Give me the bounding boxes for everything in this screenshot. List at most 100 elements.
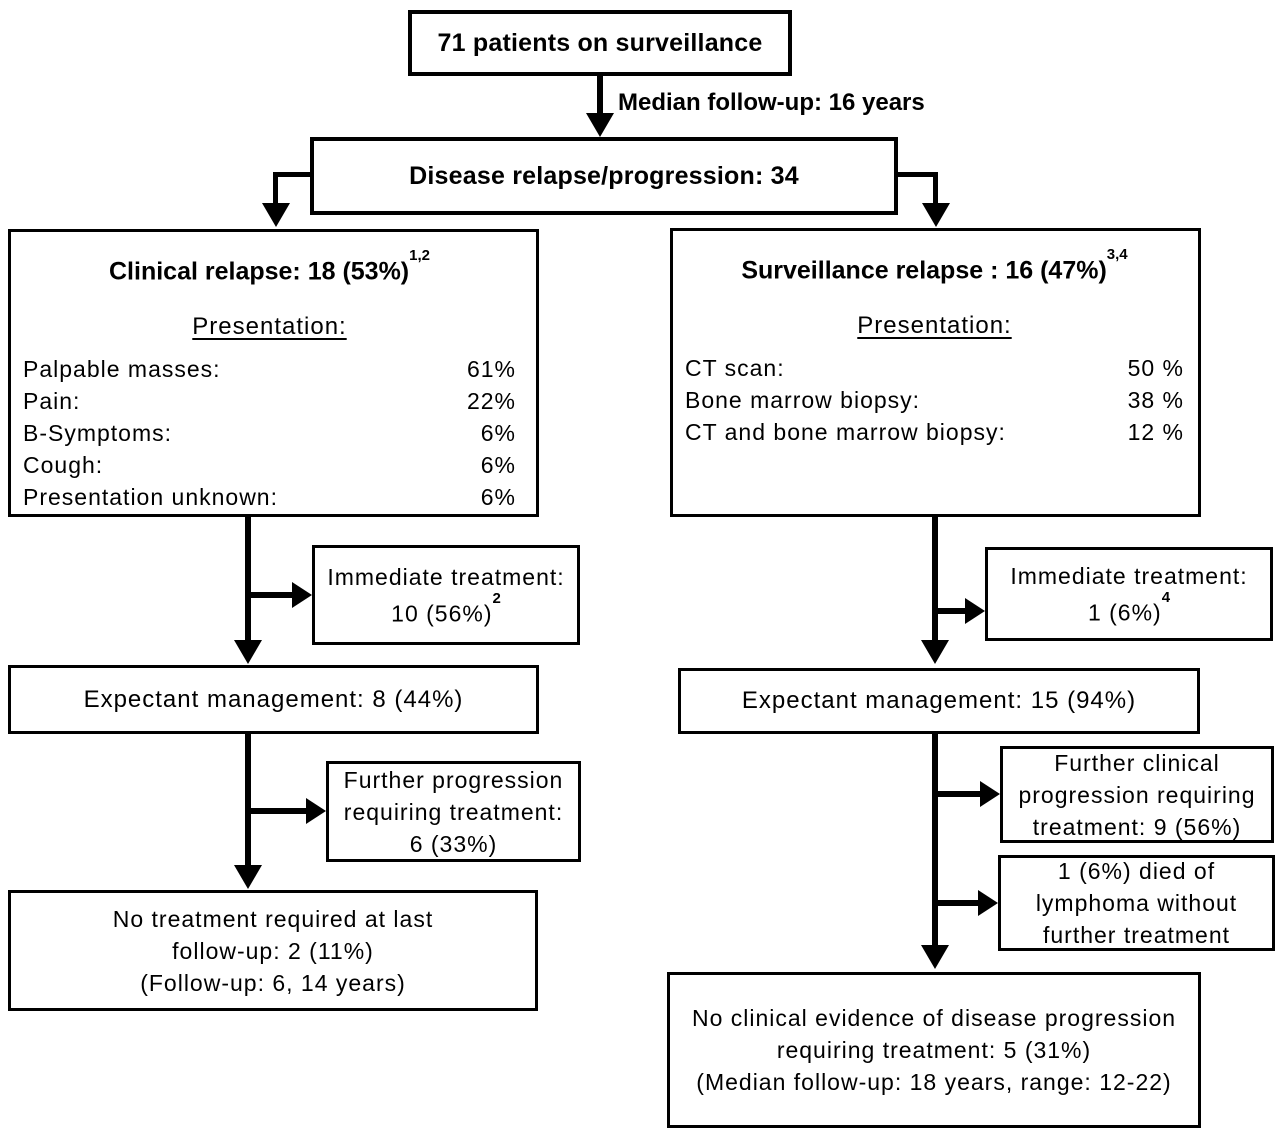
surveillance-expectant-label: Expectant management: 15 (94%): [741, 687, 1137, 714]
presentation-row: B-Symptoms: 6%: [23, 417, 516, 449]
connector-surveillance-spine-1: [932, 515, 938, 641]
connector-relapse-right-horizontal: [895, 172, 938, 177]
connector-relapse-right-vertical: [933, 172, 938, 206]
surveillance-relapse-title-text: Surveillance relapse : 16 (47%): [741, 256, 1107, 285]
surveillance-relapse-title: Surveillance relapse : 16 (47%)3,4: [685, 246, 1184, 286]
surveillance-further-line2: progression requiring: [1018, 781, 1256, 808]
surveillance-further-progression-box: Further clinical progression requiring t…: [1000, 746, 1274, 843]
clinical-relapse-title: Clinical relapse: 18 (53%)1,2: [23, 247, 516, 287]
arrowhead-clinical-expectant-icon: [234, 640, 262, 664]
surveillance-no-evidence-line3: (Median follow-up: 18 years, range: 12-2…: [696, 1069, 1172, 1095]
arrowhead-clinical-further-icon: [306, 798, 326, 824]
connector-clinical-spine-2: [245, 733, 251, 866]
connector-clinical-immediate-branch: [248, 592, 294, 598]
connector-relapse-left-horizontal: [273, 172, 313, 177]
clinical-expectant-label: Expectant management: 8 (44%): [83, 685, 464, 713]
arrowhead-surveillance-immediate-icon: [965, 598, 985, 624]
presentation-row: Bone marrow biopsy: 38 %: [685, 384, 1184, 416]
root-patients-label: 71 patients on surveillance: [437, 28, 763, 57]
connector-surveillance-spine-2: [932, 733, 938, 946]
surveillance-died-line2: lymphoma without: [1035, 890, 1238, 916]
clinical-presentation-rows: Palpable masses: 61% Pain: 22% B-Symptom…: [23, 353, 516, 513]
row-label: Presentation unknown:: [23, 484, 278, 511]
row-label: Pain:: [23, 388, 81, 415]
surveillance-immediate-line2: 1 (6%)4: [1087, 588, 1171, 626]
surveillance-immediate-superscript: 4: [1161, 588, 1171, 606]
clinical-no-treatment-line2: follow-up: 2 (11%): [172, 937, 374, 964]
clinical-no-treatment-line3: (Follow-up: 6, 14 years): [140, 969, 406, 996]
row-label: B-Symptoms:: [23, 420, 173, 447]
presentation-row: Cough: 6%: [23, 449, 516, 481]
clinical-relapse-title-text: Clinical relapse: 18 (53%): [109, 257, 410, 286]
row-value: 12 %: [1127, 419, 1184, 446]
clinical-further-line1: Further progression: [343, 766, 564, 793]
row-value: 50 %: [1127, 355, 1184, 382]
surveillance-no-evidence-line2: requiring treatment: 5 (31%): [776, 1037, 1092, 1063]
row-value: 6%: [480, 484, 516, 511]
presentation-row: Palpable masses: 61%: [23, 353, 516, 385]
connector-clinical-further-branch: [248, 808, 306, 814]
clinical-expectant-box: Expectant management: 8 (44%): [8, 665, 539, 734]
clinical-further-progression-box: Further progression requiring treatment:…: [326, 761, 581, 862]
clinical-relapse-box: Clinical relapse: 18 (53%)1,2 Presentati…: [8, 229, 539, 517]
surveillance-relapse-box: Surveillance relapse : 16 (47%)3,4 Prese…: [670, 228, 1201, 517]
arrowhead-surveillance-branch-icon: [922, 203, 950, 227]
row-label: Bone marrow biopsy:: [685, 387, 921, 414]
clinical-presentation-heading: Presentation:: [192, 313, 347, 341]
surveillance-died-line1: 1 (6%) died of: [1057, 858, 1216, 884]
row-label: Cough:: [23, 452, 104, 479]
disease-relapse-box: Disease relapse/progression: 34: [310, 137, 898, 215]
clinical-immediate-line2: 10 (56%)2: [391, 589, 501, 627]
connector-clinical-spine-1: [245, 515, 251, 641]
connector-surveillance-immediate-branch: [935, 608, 967, 614]
row-value: 22%: [466, 388, 516, 415]
row-value: 38 %: [1127, 387, 1184, 414]
clinical-no-treatment-line1: No treatment required at last: [112, 905, 434, 932]
surveillance-further-line3: treatment: 9 (56%): [1032, 813, 1242, 840]
arrowhead-clinical-branch-icon: [262, 203, 290, 227]
surveillance-immediate-line1: Immediate treatment:: [1010, 562, 1248, 589]
clinical-further-line2: requiring treatment:: [343, 798, 564, 825]
arrowhead-surveillance-expectant-icon: [921, 640, 949, 664]
row-value: 6%: [480, 420, 516, 447]
row-value: 6%: [480, 452, 516, 479]
clinical-relapse-title-superscript: 1,2: [409, 247, 430, 264]
connector-surveillance-further-branch: [935, 791, 980, 797]
surveillance-died-box: 1 (6%) died of lymphoma without further …: [998, 855, 1275, 951]
surveillance-no-evidence-box: No clinical evidence of disease progress…: [667, 972, 1201, 1128]
median-followup-label: Median follow-up: 16 years: [618, 89, 925, 116]
connector-root-to-relapse: [597, 74, 603, 116]
surveillance-expectant-box: Expectant management: 15 (94%): [678, 668, 1200, 734]
surveillance-died-line3: further treatment: [1042, 922, 1231, 948]
arrowhead-clinical-notreatment-icon: [234, 865, 262, 889]
clinical-immediate-treatment-box: Immediate treatment: 10 (56%)2: [312, 545, 580, 645]
row-label: CT scan:: [685, 355, 785, 382]
presentation-row: Presentation unknown: 6%: [23, 481, 516, 513]
arrowhead-root-to-relapse-icon: [586, 113, 614, 137]
presentation-row: CT and bone marrow biopsy: 12 %: [685, 416, 1184, 448]
disease-relapse-label: Disease relapse/progression: 34: [409, 161, 799, 190]
connector-relapse-left-vertical: [273, 172, 278, 206]
arrowhead-surveillance-noevidence-icon: [921, 945, 949, 969]
surveillance-presentation-heading: Presentation:: [857, 312, 1012, 340]
clinical-immediate-superscript: 2: [492, 589, 501, 607]
clinical-immediate-line1: Immediate treatment:: [327, 563, 565, 590]
surveillance-presentation-rows: CT scan: 50 % Bone marrow biopsy: 38 % C…: [685, 352, 1184, 448]
surveillance-immediate-treatment-box: Immediate treatment: 1 (6%)4: [985, 547, 1273, 641]
row-label: CT and bone marrow biopsy:: [685, 419, 1006, 446]
surveillance-relapse-title-superscript: 3,4: [1106, 246, 1128, 263]
arrowhead-clinical-immediate-icon: [292, 582, 312, 608]
root-patients-box: 71 patients on surveillance: [408, 10, 792, 76]
row-value: 61%: [466, 356, 516, 383]
surveillance-no-evidence-line1: No clinical evidence of disease progress…: [691, 1005, 1177, 1031]
clinical-no-treatment-box: No treatment required at last follow-up:…: [8, 890, 538, 1011]
row-label: Palpable masses:: [23, 356, 221, 383]
connector-surveillance-died-branch: [935, 900, 978, 906]
clinical-further-line3: 6 (33%): [409, 830, 498, 857]
arrowhead-surveillance-died-icon: [978, 890, 998, 916]
presentation-row: Pain: 22%: [23, 385, 516, 417]
presentation-row: CT scan: 50 %: [685, 352, 1184, 384]
arrowhead-surveillance-further-icon: [980, 781, 1000, 807]
surveillance-further-line1: Further clinical: [1054, 749, 1220, 776]
